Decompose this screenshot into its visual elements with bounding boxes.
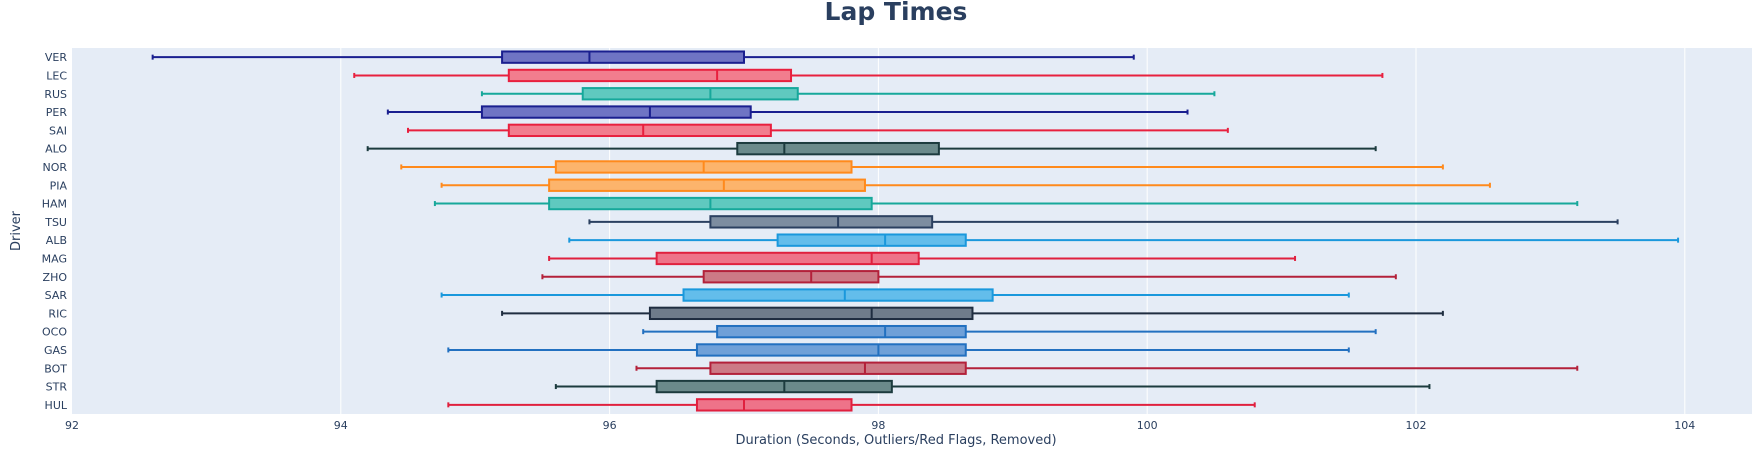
box-bot [635, 361, 1579, 375]
box-ham [433, 196, 1579, 211]
iqr-box [709, 215, 934, 229]
y-tick-label-rus: RUS [44, 88, 67, 101]
y-tick-label-nor: NOR [42, 161, 67, 174]
box-ric [501, 306, 1444, 321]
y-tick-label-zho: ZHO [43, 271, 68, 284]
y-tick-label-ham: HAM [42, 198, 67, 211]
x-tick-label: 104 [1674, 419, 1695, 432]
iqr-box [682, 288, 994, 302]
box-per [386, 105, 1189, 119]
x-tick-label: 96 [603, 419, 617, 432]
box-sar [440, 288, 1350, 302]
y-tick-label-mag: MAG [42, 252, 67, 265]
x-tick-label: 100 [1137, 419, 1158, 432]
y-tick-label-oco: OCO [42, 326, 67, 339]
y-tick-label-ric: RIC [48, 307, 67, 320]
box-oco [642, 324, 1377, 339]
box-series-group [151, 50, 1680, 412]
box-tsu [588, 215, 1619, 229]
box-hul [447, 398, 1256, 412]
box-mag [548, 251, 1297, 266]
box-alb [568, 233, 1680, 247]
box-pia [440, 178, 1491, 192]
x-tick-labels: 92 94 96 98 100 102 104 [65, 419, 1695, 432]
y-tick-label-alo: ALO [45, 143, 67, 156]
chart-title: Lap Times [825, 0, 968, 26]
x-tick-label: 98 [871, 419, 885, 432]
plot-background [72, 48, 1752, 414]
box-nor [400, 160, 1444, 174]
y-tick-labels: VER LEC RUS PER SAI ALO NOR PIA HAM TSU ALB MAG ZHO S… [42, 51, 68, 412]
box-gas [447, 343, 1350, 357]
y-tick-label-sai: SAI [49, 124, 67, 137]
iqr-box [736, 141, 940, 156]
iqr-box [695, 398, 853, 412]
y-tick-label-alb: ALB [46, 234, 67, 247]
iqr-box [716, 324, 967, 339]
box-alo [366, 141, 1377, 156]
box-ver [151, 50, 1135, 64]
y-tick-label-gas: GAS [44, 344, 67, 357]
box-lec [353, 68, 1384, 83]
x-tick-label: 92 [65, 419, 79, 432]
iqr-box [480, 105, 752, 119]
iqr-box [507, 123, 772, 138]
y-tick-label-per: PER [46, 106, 68, 119]
box-rus [480, 87, 1216, 101]
iqr-box [581, 87, 799, 101]
y-tick-label-sar: SAR [45, 289, 68, 302]
iqr-box [695, 343, 967, 357]
y-tick-label-bot: BOT [44, 362, 67, 375]
x-tick-label: 102 [1406, 419, 1427, 432]
iqr-box [702, 270, 880, 284]
y-tick-label-lec: LEC [46, 69, 67, 82]
iqr-box [548, 178, 866, 192]
iqr-box [709, 361, 967, 375]
iqr-box [507, 68, 793, 83]
x-axis-title: Duration (Seconds, Outliers/Red Flags, R… [735, 433, 1056, 448]
box-str [554, 379, 1431, 394]
y-tick-label-pia: PIA [50, 179, 68, 192]
box-sai [407, 123, 1229, 138]
y-tick-label-ver: VER [45, 51, 67, 64]
iqr-box [501, 50, 745, 64]
iqr-box [648, 306, 974, 321]
iqr-box [776, 233, 967, 247]
y-tick-label-hul: HUL [45, 399, 68, 412]
iqr-box [655, 251, 920, 266]
y-axis-title: Driver [9, 210, 24, 251]
box-zho [541, 270, 1397, 284]
y-tick-label-tsu: TSU [44, 216, 67, 229]
x-tick-label: 94 [334, 419, 348, 432]
iqr-box [655, 379, 893, 394]
y-tick-label-str: STR [46, 381, 68, 394]
